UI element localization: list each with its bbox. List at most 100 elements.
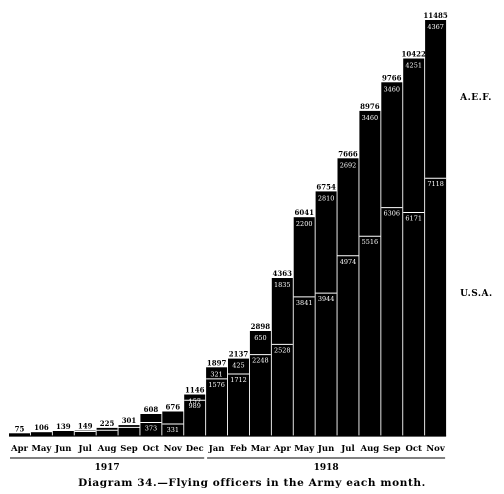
month-tick-label: Apr bbox=[273, 444, 292, 454]
total-label: 2137 bbox=[229, 350, 249, 359]
bar-usa bbox=[184, 400, 206, 436]
bar-aef bbox=[249, 331, 271, 355]
bar-usa bbox=[30, 432, 52, 436]
total-label: 301 bbox=[122, 416, 137, 425]
aef-value-label: 3460 bbox=[362, 114, 379, 122]
series-labels-layer: A.E.F. U.S.A. bbox=[459, 93, 493, 299]
axis-layer: Apr May Jun Jul Aug Sep Oct Nov Dec Jan Feb Mar Apr M… bbox=[9, 435, 447, 473]
month-tick-label: Nov bbox=[426, 444, 445, 454]
usa-value-label: 373 bbox=[145, 425, 157, 433]
aef-value-label: 2692 bbox=[340, 161, 357, 169]
bar-aef bbox=[293, 217, 315, 297]
bar-aef bbox=[162, 411, 184, 424]
aef-value-label: 4367 bbox=[427, 23, 444, 31]
total-label: 1146 bbox=[185, 386, 205, 395]
usa-value-label: 7118 bbox=[427, 180, 444, 188]
aef-value-label: 157 bbox=[188, 398, 200, 406]
bar-aef bbox=[403, 58, 425, 213]
bar-usa bbox=[140, 422, 162, 436]
total-label: 149 bbox=[78, 422, 93, 431]
bar-usa bbox=[52, 431, 74, 436]
usa-value-label: 2528 bbox=[274, 346, 291, 354]
usa-value-label: 2248 bbox=[252, 357, 269, 365]
bar-usa bbox=[293, 296, 315, 436]
month-tick-label: Mar bbox=[251, 444, 271, 454]
usa-value-label: 6306 bbox=[384, 210, 401, 218]
month-tick-label: Jul bbox=[77, 444, 92, 454]
total-label: 106 bbox=[34, 423, 49, 432]
month-tick-label: Oct bbox=[143, 444, 160, 454]
total-label: 139 bbox=[56, 422, 71, 431]
series-label-usa: U.S.A. bbox=[460, 289, 493, 299]
usa-value-label: 1576 bbox=[208, 381, 225, 389]
month-tick-label: Jul bbox=[340, 444, 355, 454]
figure-caption: Diagram 34.—Flying officers in the Army … bbox=[78, 477, 426, 489]
year-label: 1917 bbox=[95, 463, 120, 473]
aef-value-label: 1835 bbox=[274, 281, 291, 289]
aef-value-label: 650 bbox=[254, 334, 266, 342]
usa-value-label: 3944 bbox=[318, 295, 335, 303]
bar-usa bbox=[381, 207, 403, 436]
bar-usa bbox=[425, 178, 447, 436]
aef-value-label: 2810 bbox=[318, 194, 335, 202]
total-label: 7666 bbox=[338, 149, 358, 158]
bar-aef bbox=[140, 414, 162, 423]
bar-usa bbox=[74, 431, 96, 436]
bar-usa bbox=[315, 293, 337, 436]
month-tick-label: Aug bbox=[97, 444, 117, 454]
bar-aef bbox=[337, 158, 359, 256]
bar-usa bbox=[403, 212, 425, 436]
year-label: 1918 bbox=[314, 463, 339, 473]
month-tick-label: Jun bbox=[317, 444, 334, 454]
total-label: 6754 bbox=[316, 182, 336, 191]
month-tick-label: Sep bbox=[120, 444, 138, 454]
aef-value-label: 2200 bbox=[296, 220, 313, 228]
total-label: 75 bbox=[15, 424, 25, 433]
bar-aef bbox=[315, 191, 337, 294]
usa-value-label: 1712 bbox=[230, 376, 247, 384]
bar-aef bbox=[206, 367, 228, 379]
series-label-aef: A.E.F. bbox=[459, 93, 492, 103]
month-tick-label: Nov bbox=[164, 444, 183, 454]
aef-value-label: 4251 bbox=[405, 62, 422, 70]
month-tick-label: Sep bbox=[383, 444, 401, 454]
total-label: 1897 bbox=[207, 358, 227, 367]
bar-usa bbox=[118, 427, 140, 436]
month-tick-label: May bbox=[294, 444, 315, 454]
month-tick-label: Dec bbox=[186, 444, 204, 454]
bar-aef bbox=[184, 394, 206, 401]
total-label: 4363 bbox=[273, 269, 293, 278]
bar-usa bbox=[271, 344, 293, 436]
bar-aef bbox=[118, 425, 140, 428]
aef-value-label: 3460 bbox=[384, 85, 401, 93]
aef-value-label: 321 bbox=[210, 370, 222, 378]
bar-usa bbox=[359, 236, 381, 436]
total-label: 10422 bbox=[402, 50, 426, 59]
usa-value-label: 3841 bbox=[296, 299, 313, 307]
total-label: 608 bbox=[144, 405, 159, 414]
bar-aef bbox=[271, 278, 293, 345]
usa-value-label: 5516 bbox=[362, 238, 379, 246]
month-tick-label: Aug bbox=[360, 444, 380, 454]
month-tick-label: Jan bbox=[208, 444, 225, 454]
usa-value-label: 989 bbox=[188, 402, 200, 410]
aef-value-label: 425 bbox=[232, 362, 244, 370]
month-tick-label: Jun bbox=[54, 444, 71, 454]
month-tick-label: May bbox=[31, 444, 52, 454]
bar-usa bbox=[337, 255, 359, 436]
total-label: 2898 bbox=[251, 322, 271, 331]
total-label: 676 bbox=[165, 403, 180, 412]
bar-usa bbox=[9, 433, 30, 436]
month-tick-label: Oct bbox=[405, 444, 422, 454]
month-tick-label: Feb bbox=[230, 444, 247, 454]
bar-usa bbox=[249, 354, 271, 436]
bar-aef bbox=[96, 427, 118, 431]
total-label: 8976 bbox=[360, 102, 380, 111]
month-tick-label: Apr bbox=[10, 444, 29, 454]
total-label: 9766 bbox=[382, 73, 402, 82]
total-label: 225 bbox=[100, 419, 115, 428]
total-label: 6041 bbox=[294, 208, 314, 217]
bar-aef bbox=[359, 110, 381, 237]
